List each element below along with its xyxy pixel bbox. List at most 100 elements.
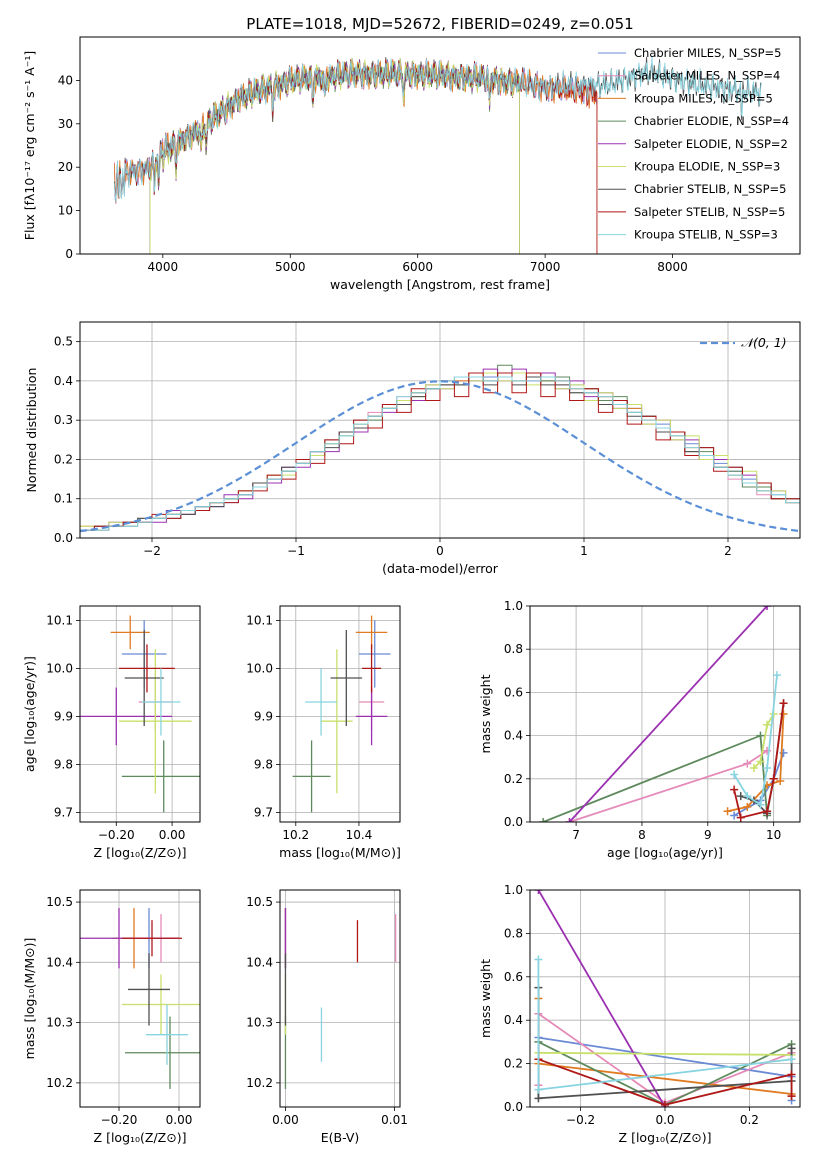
x-tick-label: 10 xyxy=(766,828,781,842)
x-tick-label: 6000 xyxy=(402,260,433,274)
x-axis-label: (data-model)/error xyxy=(382,561,499,576)
y-tick-label: 9.9 xyxy=(54,709,73,723)
y-tick-label: 10.0 xyxy=(246,661,273,675)
y-tick-label: 0.2 xyxy=(504,772,523,786)
x-axis-label: Z [log₁₀(Z/Z⊙)] xyxy=(94,845,187,860)
axes-frame xyxy=(79,889,201,1108)
y-tick-label: 0.4 xyxy=(504,729,523,743)
errorbar-point xyxy=(355,615,388,650)
errorbar-point xyxy=(122,974,200,1035)
y-tick-label: 9.8 xyxy=(254,757,273,771)
errorbar-point xyxy=(128,953,170,1026)
plus-marker xyxy=(763,606,772,610)
x-axis-label: wavelength [Angstrom, rest frame] xyxy=(330,277,550,292)
plot-area xyxy=(284,908,397,1089)
y-axis-label: mass [log₁₀(M/M⊙)] xyxy=(22,938,37,1060)
plus-marker xyxy=(756,757,765,766)
plus-marker xyxy=(730,811,739,820)
plus-marker xyxy=(787,1070,796,1079)
y-axis-label: age [log₁₀(age/yr)] xyxy=(22,656,37,772)
errorbar-point xyxy=(355,687,388,746)
y-tick-label: 0.0 xyxy=(54,531,73,545)
x-axis-label: E(B-V) xyxy=(321,1130,360,1145)
y-tick-label: 0.4 xyxy=(504,1013,523,1027)
y-tick-label: 10.2 xyxy=(46,1076,73,1090)
plus-marker xyxy=(539,818,548,822)
y-tick-label: 9.7 xyxy=(254,805,273,819)
errorbar-point xyxy=(119,649,192,794)
axes-frame xyxy=(279,889,401,1108)
y-tick-label: 0.0 xyxy=(504,1100,523,1114)
y-tick-label: 0.4 xyxy=(54,374,73,388)
plus-marker xyxy=(776,776,785,785)
errorbar-point xyxy=(124,630,164,726)
plus-marker xyxy=(534,1094,543,1103)
legend-label: Salpeter STELIB, N_SSP=5 xyxy=(634,205,785,219)
chart-title: PLATE=1018, MJD=52672, FIBERID=0249, z=0… xyxy=(246,15,633,33)
plot-area xyxy=(292,615,391,813)
plus-marker xyxy=(749,764,758,772)
plus-marker xyxy=(787,1092,796,1101)
plus-marker xyxy=(730,785,739,794)
x-tick-label: 0.0 xyxy=(655,1113,674,1127)
x-tick-label: −0.20 xyxy=(101,1113,138,1127)
panel-7: 0.00 0.01 10.2 10.3 10.4 10.5 E(B-V) xyxy=(246,889,408,1145)
legend-label: Kroupa MILES, N_SSP=5 xyxy=(634,91,773,105)
plus-marker xyxy=(723,807,732,816)
x-axis-label: mass [log₁₀(M/M⊙)] xyxy=(279,845,401,860)
x-tick-label: 8000 xyxy=(657,260,688,274)
y-tick-label: 10 xyxy=(58,204,73,218)
y-axis-label: mass weight xyxy=(478,674,493,753)
plot-area xyxy=(80,615,200,813)
plot-area xyxy=(534,890,796,1107)
y-tick-label: 0.2 xyxy=(54,452,73,466)
y-tick-label: 0.0 xyxy=(504,815,523,829)
legend-label: Salpeter MILES, N_SSP=4 xyxy=(634,69,780,83)
y-tick-label: 10.1 xyxy=(46,613,73,627)
plus-marker xyxy=(763,764,772,772)
errorbar-point xyxy=(362,644,382,693)
plus-marker xyxy=(772,671,781,680)
legend-label: Chabrier ELODIE, N_SSP=4 xyxy=(634,114,789,128)
x-tick-label: −1 xyxy=(287,544,305,558)
spectrum-line xyxy=(114,59,598,254)
x-tick-label: 4000 xyxy=(148,260,179,274)
plus-marker xyxy=(787,1055,796,1064)
errorbar-point xyxy=(141,668,181,736)
y-tick-label: 20 xyxy=(58,160,73,174)
errorbar-point xyxy=(110,615,150,650)
errorbar-point xyxy=(122,920,182,957)
axes-frame xyxy=(529,605,801,823)
x-tick-label: 9 xyxy=(704,828,712,842)
panel-6: −0.20 0.00 10.2 10.3 10.4 10.5 Z [log₁₀(Z/Z⊙)]… xyxy=(22,889,201,1145)
plus-marker xyxy=(779,710,788,718)
y-tick-label: 9.8 xyxy=(54,757,73,771)
errorbar-point xyxy=(321,649,353,794)
y-axis-label: Flux [fλ10⁻¹⁷ erg cm⁻² s⁻¹ A⁻¹] xyxy=(22,51,37,240)
plus-marker xyxy=(730,770,739,779)
plus-marker xyxy=(661,1100,669,1107)
weight-line xyxy=(537,890,666,1107)
y-tick-label: 0.3 xyxy=(54,413,73,427)
legend-label: Chabrier MILES, N_SSP=5 xyxy=(634,46,781,60)
x-tick-label: 7 xyxy=(572,828,580,842)
plus-marker xyxy=(779,699,788,708)
panel-1: 4000 5000 6000 7000 8000 0 10 20 30 40 wavelength … xyxy=(22,36,801,292)
y-tick-label: 10.2 xyxy=(246,1076,273,1090)
plus-marker xyxy=(763,720,772,729)
y-tick-label: 0.1 xyxy=(54,492,73,506)
y-tick-label: 10.4 xyxy=(46,955,73,969)
y-tick-label: 10.0 xyxy=(46,661,73,675)
errorbar-point xyxy=(305,668,337,736)
x-tick-label: 8 xyxy=(638,828,646,842)
x-tick-label: 0 xyxy=(436,544,444,558)
histogram-step xyxy=(80,376,800,531)
y-tick-label: 10.4 xyxy=(246,955,273,969)
y-tick-label: 0.5 xyxy=(54,335,73,349)
x-tick-label: 0.00 xyxy=(272,1113,299,1127)
errorbar-point xyxy=(358,620,391,688)
legend-label: Kroupa ELODIE, N_SSP=3 xyxy=(634,160,780,174)
y-tick-label: 9.7 xyxy=(54,805,73,819)
y-tick-label: 0.6 xyxy=(504,970,523,984)
y-tick-label: 30 xyxy=(58,117,73,131)
